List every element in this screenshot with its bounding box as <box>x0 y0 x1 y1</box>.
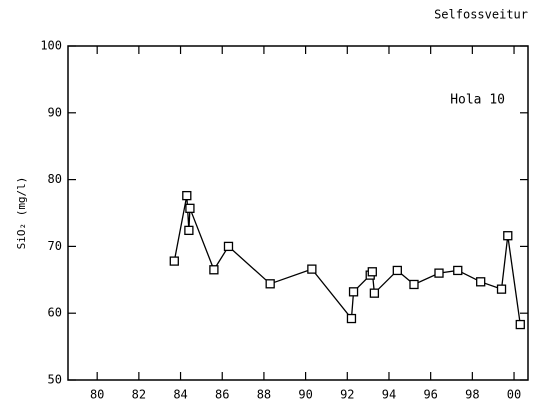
data-point <box>503 231 513 241</box>
data-point <box>453 265 463 276</box>
x-tick-label: 90 <box>298 388 312 402</box>
x-tick-label: 82 <box>132 388 146 402</box>
data-point <box>209 265 219 275</box>
data-line <box>173 195 521 325</box>
x-tick-label: 84 <box>173 388 187 402</box>
data-point <box>185 203 195 213</box>
data-point <box>367 267 377 277</box>
plot-frame <box>67 45 529 381</box>
chart-title: Selfossveitur <box>434 8 528 22</box>
data-point <box>307 264 317 274</box>
data-point <box>496 284 507 294</box>
data-point <box>392 265 402 276</box>
data-point <box>409 279 419 290</box>
x-tick-label: 88 <box>257 388 271 402</box>
x-tick-label: 00 <box>507 388 521 402</box>
x-tick-label: 86 <box>215 388 229 402</box>
y-tick-label: 80 <box>48 172 62 186</box>
annotation: Hola 10 <box>450 93 505 108</box>
data-point <box>182 190 192 201</box>
y-tick-label: 50 <box>48 373 62 387</box>
x-tick-label: 80 <box>90 388 104 402</box>
data-point <box>369 288 380 298</box>
data-point <box>515 319 525 330</box>
x-tick-label: 96 <box>423 388 437 402</box>
y-tick-label: 70 <box>48 239 62 253</box>
y-axis-label: SiO₂ (mg/l) <box>15 177 28 250</box>
x-tick-label: 92 <box>340 388 354 402</box>
data-point <box>434 268 444 278</box>
y-tick-label: 100 <box>40 39 62 53</box>
x-tick-label: 94 <box>382 388 396 402</box>
data-point <box>348 287 359 297</box>
data-point <box>169 256 179 266</box>
x-tick-label: 98 <box>465 388 479 402</box>
y-tick-label: 90 <box>48 105 62 119</box>
data-point <box>184 225 194 236</box>
data-point <box>223 241 234 252</box>
data-point <box>476 277 486 287</box>
data-point <box>265 279 275 289</box>
data-point <box>346 313 357 324</box>
y-tick-label: 60 <box>48 306 62 320</box>
